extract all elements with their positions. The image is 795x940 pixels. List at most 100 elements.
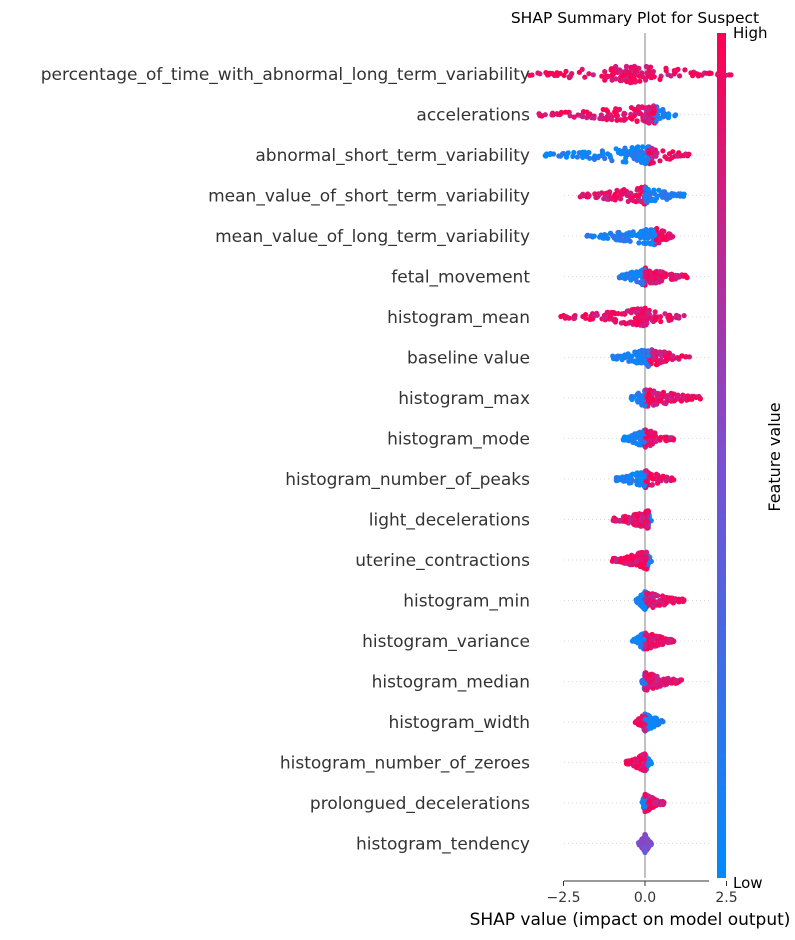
shap-point: [654, 193, 660, 199]
shap-point: [639, 752, 646, 758]
shap-point: [653, 362, 660, 368]
shap-point: [562, 109, 569, 115]
shap-point: [642, 793, 648, 799]
shap-point: [587, 111, 593, 117]
shap-point: [649, 197, 655, 203]
shap-point: [642, 235, 648, 241]
colorbar-low-label: Low: [733, 874, 763, 892]
shap-point: [630, 438, 636, 444]
shap-point: [566, 74, 572, 80]
shap-point: [563, 154, 570, 160]
feature-label: histogram_mode: [387, 430, 530, 450]
x-tick-label: 0.0: [634, 890, 656, 906]
shap-point: [656, 187, 662, 193]
shap-point: [660, 148, 666, 154]
shap-point: [613, 356, 619, 362]
shap-point: [564, 314, 570, 320]
shap-point: [611, 193, 618, 199]
shap-point: [644, 686, 650, 692]
shap-point: [629, 393, 635, 400]
shap-point: [640, 281, 646, 287]
shap-point: [663, 273, 669, 279]
shap-point: [649, 482, 656, 488]
shap-point: [643, 590, 650, 596]
shap-point: [669, 476, 676, 482]
feature-label: histogram_number_of_peaks: [285, 470, 530, 490]
shap-point: [632, 720, 639, 726]
shap-point: [662, 311, 668, 317]
shap-point: [634, 360, 640, 366]
shap-point: [558, 313, 564, 320]
shap-point: [624, 78, 630, 85]
shap-point: [628, 357, 634, 363]
shap-point: [677, 73, 683, 79]
shap-point: [645, 309, 651, 316]
shap-point: [613, 66, 619, 73]
feature-label: baseline value: [407, 349, 530, 369]
shap-point: [646, 672, 653, 678]
shap-point: [637, 482, 643, 488]
shap-point: [628, 309, 635, 315]
feature-row-points: [584, 225, 676, 248]
shap-point: [657, 76, 663, 82]
shap-point: [645, 396, 651, 402]
shap-point: [591, 115, 597, 121]
shap-point: [571, 149, 577, 156]
feature-label: mean_value_of_long_term_variability: [215, 227, 530, 247]
shap-point: [650, 397, 656, 403]
shap-point: [619, 77, 625, 83]
shap-point: [622, 145, 628, 151]
shap-point: [646, 798, 652, 805]
shap-point: [638, 149, 644, 155]
shap-point: [629, 116, 635, 122]
shap-point: [584, 154, 590, 160]
shap-point: [643, 63, 649, 70]
shap-point: [628, 517, 634, 523]
shap-point: [590, 72, 596, 78]
shap-point: [657, 683, 663, 689]
feature-row-points: [620, 427, 677, 450]
shap-point: [642, 606, 648, 612]
shap-point: [642, 716, 649, 722]
shap-point: [624, 308, 631, 314]
shap-point: [632, 152, 638, 158]
shap-point: [637, 478, 643, 484]
shap-point: [667, 435, 673, 441]
shap-point: [645, 391, 652, 397]
shap-point: [546, 72, 552, 78]
shap-point: [642, 305, 648, 311]
shap-point: [629, 78, 635, 84]
shap-point: [650, 355, 657, 361]
shap-point: [625, 198, 631, 204]
shap-point: [686, 396, 692, 402]
shap-point: [623, 321, 629, 327]
feature-row-points: [635, 832, 655, 856]
shap-point: [677, 193, 683, 199]
feature-row-points: [610, 508, 654, 531]
shap-point: [629, 231, 635, 237]
shap-point: [654, 150, 660, 156]
feature-label: prolongued_decelerations: [310, 794, 530, 814]
shap-point: [651, 801, 658, 807]
shap-point: [639, 514, 646, 520]
shap-point: [612, 109, 618, 115]
shap-point: [672, 113, 678, 119]
feature-label: abnormal_short_term_variability: [255, 146, 530, 166]
shap-point: [642, 641, 648, 647]
shap-point: [667, 598, 674, 604]
feature-row-points: [577, 184, 687, 207]
shap-point: [664, 194, 670, 200]
shap-point: [603, 193, 609, 199]
shap-point: [653, 317, 659, 323]
feature-row-points: [623, 751, 655, 774]
shap-point: [609, 158, 615, 164]
shap-point: [651, 105, 657, 111]
shap-point: [642, 274, 648, 280]
shap-point: [550, 112, 556, 118]
shap-point: [663, 600, 669, 606]
shap-point: [607, 152, 613, 158]
shap-point: [644, 518, 650, 524]
feature-label: histogram_max: [398, 389, 530, 409]
shap-point: [642, 348, 648, 354]
shap-point: [653, 118, 659, 124]
